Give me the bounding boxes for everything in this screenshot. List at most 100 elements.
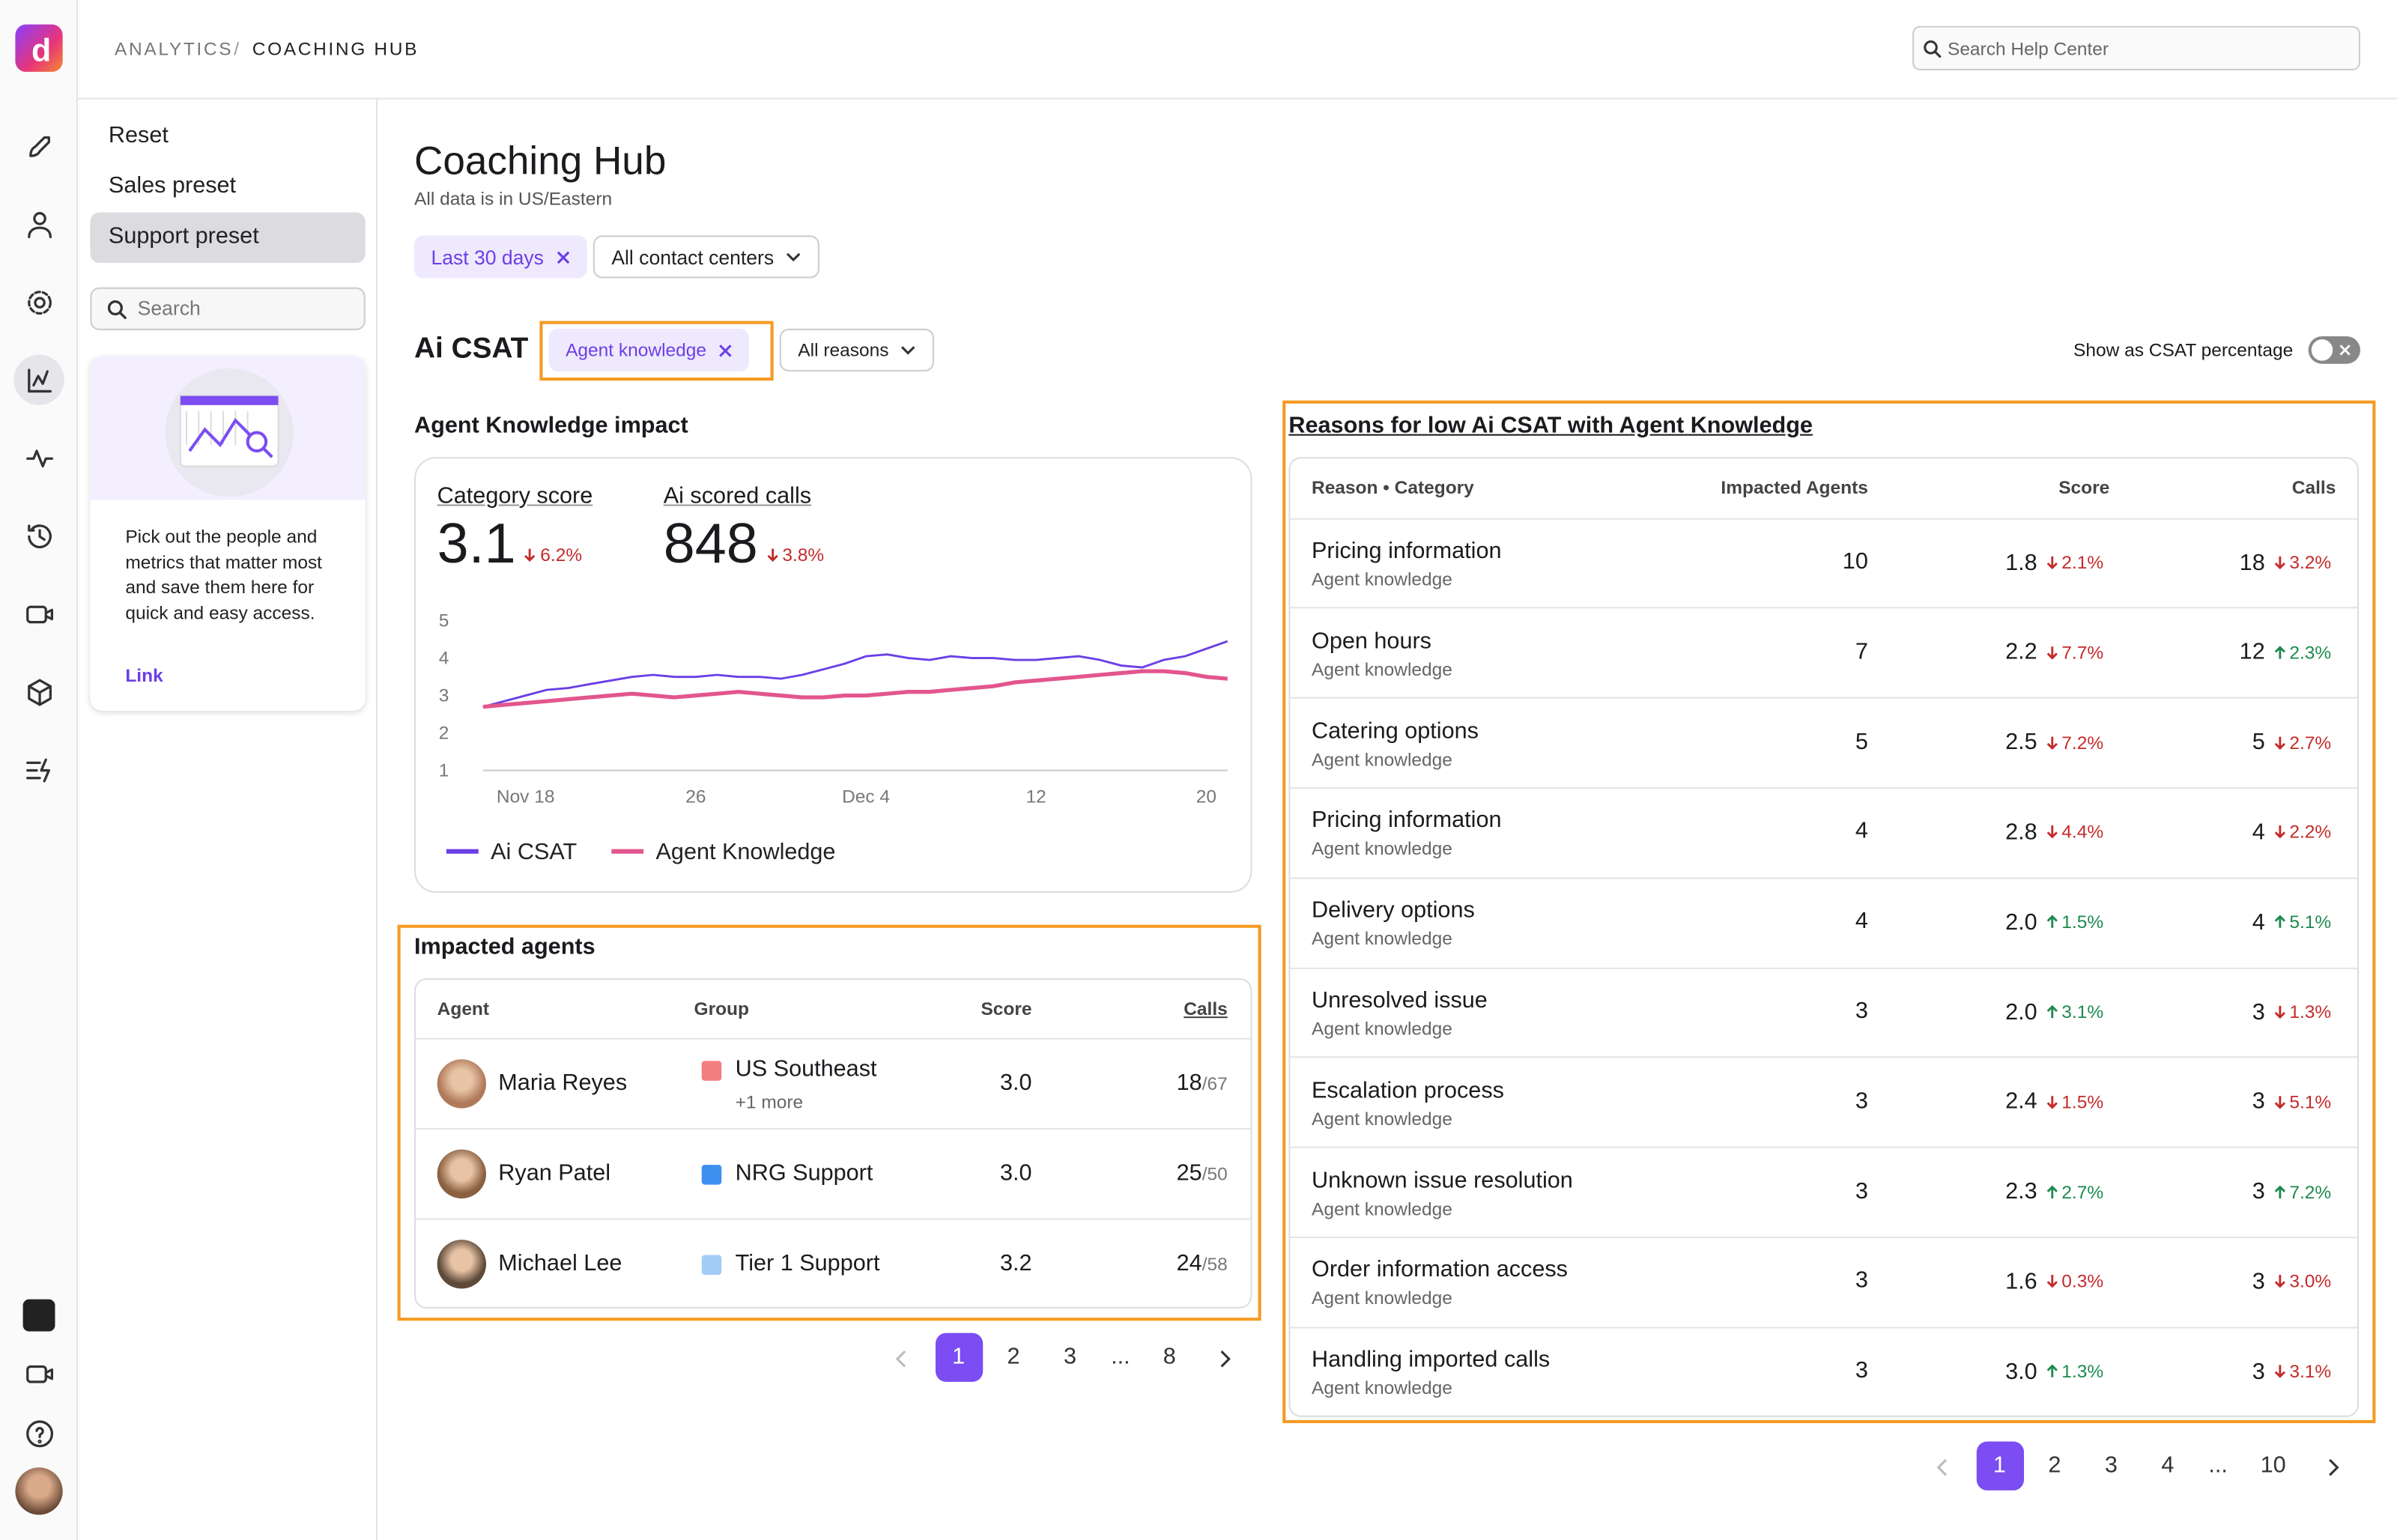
change-value: 2.7% bbox=[2061, 1180, 2104, 1203]
impacted-agents: 4 bbox=[1855, 818, 1868, 845]
calls: 24/58 bbox=[922, 1249, 1228, 1279]
reasons-filter[interactable]: All reasons bbox=[779, 328, 935, 372]
x-tick-label: 12 bbox=[1026, 786, 1046, 807]
knowledge-filter[interactable]: Agent knowledge bbox=[548, 328, 750, 372]
page-button[interactable]: ... bbox=[2208, 1452, 2228, 1479]
change-value: 2.2% bbox=[2289, 821, 2332, 843]
change-value: 7.2% bbox=[2061, 731, 2104, 754]
calls: 5 bbox=[2252, 729, 2265, 756]
nav-active-bg bbox=[13, 354, 64, 405]
chevron-path bbox=[1936, 1458, 1948, 1476]
logo[interactable]: d bbox=[15, 24, 63, 72]
arrow-up bbox=[2046, 1184, 2058, 1198]
toggle[interactable] bbox=[2308, 336, 2360, 364]
nav-flash[interactable] bbox=[25, 755, 55, 786]
y-tick-label: 4 bbox=[439, 649, 449, 669]
promo-link[interactable]: Link bbox=[125, 664, 163, 687]
row-divider bbox=[1290, 1146, 2357, 1148]
calls-cell: 18 3.2% bbox=[2025, 548, 2332, 578]
preset[interactable]: Support preset bbox=[108, 222, 259, 249]
nav-people[interactable] bbox=[25, 210, 55, 240]
nav-launch[interactable] bbox=[25, 132, 55, 163]
toggle-label: Show as CSAT percentage bbox=[2073, 339, 2294, 361]
arrow-down bbox=[2273, 1365, 2285, 1379]
chevron-path bbox=[895, 1350, 906, 1368]
page-button[interactable]: 4 bbox=[2161, 1452, 2175, 1479]
page-button[interactable]: 1 bbox=[1975, 1441, 2023, 1491]
page-button[interactable]: 8 bbox=[1163, 1343, 1176, 1370]
icon-rail bbox=[0, 0, 79, 1540]
user-avatar[interactable] bbox=[15, 1467, 63, 1515]
page-button[interactable]: 3 bbox=[2104, 1452, 2118, 1479]
nav-pulse[interactable] bbox=[25, 443, 55, 474]
nav-box[interactable] bbox=[25, 677, 55, 708]
agents-table bbox=[414, 978, 1252, 1309]
page-button[interactable]: ... bbox=[1111, 1343, 1130, 1370]
remove-icon[interactable] bbox=[718, 343, 732, 357]
agents-title: Impacted agents bbox=[414, 933, 596, 960]
category: Agent knowledge bbox=[1312, 1288, 1452, 1309]
metric-value: 848 bbox=[663, 512, 758, 575]
change: 2.7% bbox=[2045, 1180, 2104, 1203]
nav-analytics[interactable] bbox=[25, 366, 55, 396]
impacted-agents: 5 bbox=[1855, 728, 1868, 755]
change: 1.5% bbox=[2045, 912, 2103, 933]
next-page[interactable] bbox=[2327, 1457, 2339, 1485]
preset[interactable]: Reset bbox=[108, 122, 169, 148]
reasons-table bbox=[1288, 457, 2359, 1417]
search-icon bbox=[1924, 40, 1942, 58]
impact-card bbox=[414, 457, 1252, 893]
page-button[interactable]: 1 bbox=[934, 1333, 983, 1382]
arrow bbox=[2046, 646, 2058, 660]
arrow-up bbox=[2046, 1004, 2058, 1019]
preset[interactable]: Sales preset bbox=[108, 172, 237, 199]
next-page[interactable] bbox=[1219, 1348, 1231, 1376]
nav-history[interactable] bbox=[25, 521, 55, 552]
prev-page[interactable] bbox=[895, 1348, 908, 1376]
nav-app[interactable] bbox=[22, 1299, 55, 1332]
category: Agent knowledge bbox=[1312, 928, 1452, 950]
calls-total: /50 bbox=[1201, 1163, 1228, 1185]
change: 5.1% bbox=[2273, 1091, 2331, 1112]
column-header[interactable]: Calls bbox=[1184, 998, 1228, 1020]
help-search[interactable] bbox=[1912, 25, 2360, 70]
row-divider bbox=[1290, 1326, 2357, 1328]
breadcrumb-parent[interactable]: ANALYTICS bbox=[115, 38, 234, 60]
remove-icon[interactable] bbox=[556, 250, 569, 264]
arrow bbox=[2046, 825, 2058, 840]
change-value: 2.1% bbox=[2061, 551, 2104, 574]
arrow-down bbox=[2046, 1275, 2058, 1289]
prev-page[interactable] bbox=[1936, 1457, 1949, 1485]
arrow-down bbox=[2046, 825, 2058, 840]
nav-settings[interactable] bbox=[25, 288, 55, 318]
center-filter[interactable]: All contact centers bbox=[593, 235, 820, 279]
page-subtitle: All data is in US/Eastern bbox=[414, 188, 613, 210]
promo-card: Pick out the people and metrics that mat… bbox=[90, 356, 366, 711]
change: 6.2% bbox=[524, 545, 582, 566]
nav-camera[interactable] bbox=[25, 1359, 55, 1389]
sidebar-search[interactable] bbox=[90, 287, 366, 330]
y-tick-label: 3 bbox=[439, 686, 449, 706]
score: 1.8 bbox=[2005, 549, 2037, 576]
page-button[interactable]: 10 bbox=[2260, 1452, 2286, 1479]
arrow bbox=[2273, 556, 2285, 570]
arrow bbox=[2273, 1365, 2285, 1379]
page-button[interactable]: 3 bbox=[1064, 1343, 1077, 1370]
arrow-down bbox=[524, 548, 536, 562]
row-divider bbox=[1290, 697, 2357, 699]
sidebar-border bbox=[376, 99, 378, 1540]
calls: 12 bbox=[2239, 639, 2265, 666]
chevron bbox=[1220, 1350, 1231, 1368]
change-value: 3.2% bbox=[2289, 551, 2332, 574]
arrow-down bbox=[766, 548, 778, 562]
calls-total: /58 bbox=[1201, 1253, 1228, 1276]
page-button[interactable]: 2 bbox=[2048, 1452, 2061, 1479]
nav-help[interactable] bbox=[25, 1419, 55, 1449]
page-button[interactable]: 2 bbox=[1007, 1343, 1020, 1370]
nav-video[interactable] bbox=[25, 599, 55, 630]
impact-title: Agent Knowledge impact bbox=[414, 413, 688, 439]
score-cell: 3.0 1.3% bbox=[1798, 1356, 2103, 1387]
score-cell: 1.6 0.3% bbox=[1798, 1267, 2103, 1297]
date-filter[interactable]: Last 30 days bbox=[414, 235, 587, 279]
